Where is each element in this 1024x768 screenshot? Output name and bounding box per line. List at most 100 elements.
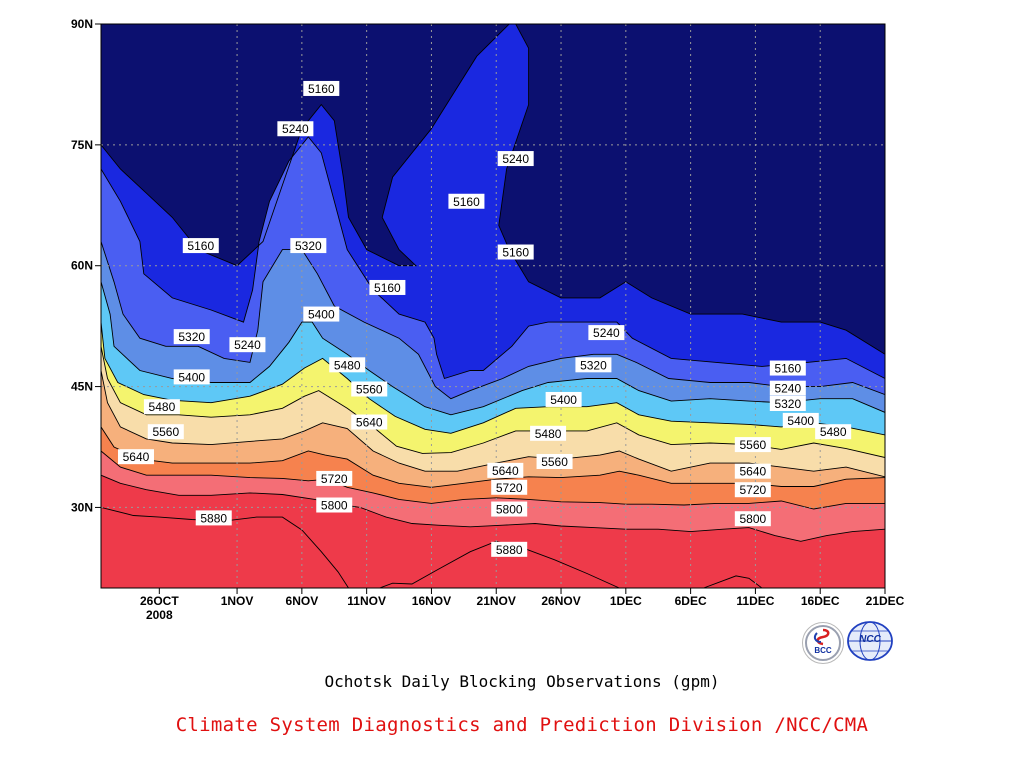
x-tick-label: 1NOV [221,594,254,608]
contour-label-box [329,357,366,373]
contour-label-text: 5800 [496,503,523,517]
contour-label-box [316,497,353,513]
bcc-logo: BCC [802,622,844,664]
contour-label-text: 5160 [774,362,801,376]
contour-label-box [491,479,528,495]
contour-label: 5160 [182,238,219,254]
contour-line-5880 [101,474,885,542]
contour-label-box [182,238,219,254]
x-tick-label: 16NOV [412,594,451,608]
contour-label-text: 5320 [774,397,801,411]
contour-label-text: 5560 [152,425,179,439]
contour-label-box [782,412,819,428]
contour-label: 5800 [491,501,528,517]
x-tick-label: 11DEC [736,594,774,608]
contour-label-box [734,482,771,498]
contour-label-text: 5320 [295,239,322,253]
x-axis: 2008 26OCT 1NOV 6NOV 11NOV 16NOV 21NOV 26NOV 1D… [140,588,905,622]
contour-label-text: 5240 [593,326,620,340]
contour-label: 5800 [316,497,353,513]
contour-label-box [491,541,528,557]
x-year-label: 2008 [146,608,173,622]
y-tick-label: 90N [71,17,93,31]
contour-label-box [351,414,388,430]
plot-area [101,24,885,588]
contour-label: 5480 [530,425,567,441]
contour-line-5640 [101,370,885,478]
contour-label-box [143,399,180,415]
contour-label-text: 5160 [374,281,401,295]
contour-label-text: 5640 [739,465,766,479]
contour-label-box [448,193,485,209]
contour-label-text: 5880 [200,511,227,525]
chart-title: Ochotsk Daily Blocking Observations (gpm… [324,672,720,691]
contour-label-box [290,238,327,254]
contour-label: 5560 [734,437,771,453]
ncc-globe-icon [847,621,893,661]
contour-label: 5400 [782,412,819,428]
contour-label-text: 5720 [496,481,523,495]
contour-label: 5560 [351,381,388,397]
y-axis: 30N 45N 60N 75N 90N [71,17,101,514]
contour-label-box [769,395,806,411]
contour-label-text: 5560 [739,438,766,452]
contour-line-5240 [101,136,885,380]
bcc-emblem-icon [805,625,841,661]
contour-line-5160 [101,24,885,355]
contour-label: 5640 [117,449,154,465]
contour-label-box [769,380,806,396]
grid-lines [101,24,885,588]
contour-line-5480 [101,322,885,436]
contour-label-box [815,424,852,440]
contour-label-box [277,121,314,137]
x-tick-label: 21NOV [477,594,516,608]
contour-label-box [303,306,340,322]
contour-label: 5240 [229,337,266,353]
contour-label-text: 5720 [739,483,766,497]
x-tick-label: 26OCT [140,594,179,608]
x-tick-label: 1DEC [610,594,642,608]
y-tick-label: 30N [71,500,93,514]
contour-label-box [491,501,528,517]
contour-label-text: 5480 [535,427,562,441]
contour-label-box [117,449,154,465]
contour-label-text: 5320 [178,330,205,344]
contour-label: 5880 [491,541,528,557]
contour-label-text: 5640 [123,450,150,464]
contour-label: 5320 [769,395,806,411]
contour-label: 5240 [588,325,625,341]
y-tick-label: 75N [71,138,93,152]
contour-label-box [173,369,210,385]
x-tick-label: 6NOV [286,594,319,608]
contour-label: 5320 [290,238,327,254]
contour-label-text: 5480 [149,400,176,414]
contour-label-text: 5720 [321,472,348,486]
contour-label-box [229,337,266,353]
contour-label-text: 5400 [308,308,335,322]
contour-label-text: 5880 [496,543,523,557]
contour-label: 5160 [769,360,806,376]
contour-label: 5560 [147,424,184,440]
contour-label-text: 5160 [187,239,214,253]
contour-label: 5480 [815,424,852,440]
region-above-5880-part-0 [101,506,350,588]
contour-label-box [147,424,184,440]
contour-label-text: 5320 [580,358,607,372]
contour-label-text: 5480 [334,358,361,372]
contour-label-text: 5240 [234,338,261,352]
contour-label-box [536,454,573,470]
contour-label-box [588,325,625,341]
contour-label-box [769,360,806,376]
contour-line-5560 [101,346,885,458]
contour-label-text: 5480 [820,425,847,439]
contour-label-text: 5640 [492,464,519,478]
contour-label: 5400 [303,306,340,322]
contour-label: 5480 [329,357,366,373]
contour-label-text: 5240 [774,382,801,396]
contour-label-text: 5160 [453,195,480,209]
contour-line-5320 [101,241,885,400]
contour-line-5800 [101,450,885,510]
contour-label-box [734,437,771,453]
contour-label-box [303,80,340,96]
